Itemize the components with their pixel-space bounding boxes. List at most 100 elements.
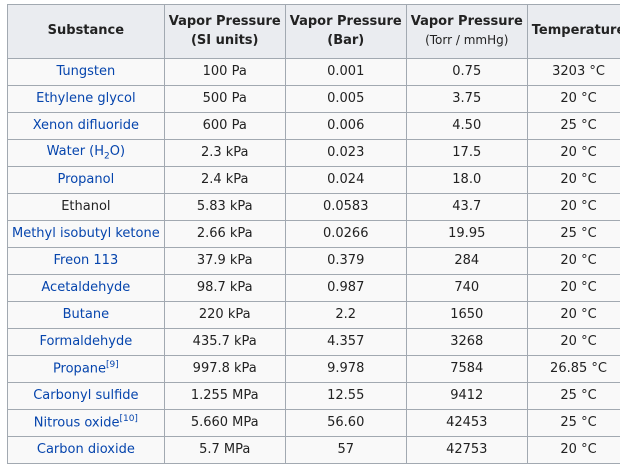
table-row: Ethylene glycol 500 Pa 0.005 3.75 20 °C — [7, 85, 620, 113]
temperature-cell: 20 °C — [526, 193, 620, 221]
header-vapor-pressure-torr[interactable]: Vapor Pressure (Torr / mmHg) — [405, 4, 528, 59]
substance-name[interactable]: Formaldehyde — [39, 333, 133, 349]
vapor-pressure-bar-cell: 0.006 — [284, 112, 407, 140]
substance-cell[interactable]: Acetaldehyde — [7, 274, 165, 302]
substance-name[interactable]: Tungsten — [56, 63, 116, 79]
substance-name[interactable]: Carbonyl sulfide — [33, 387, 139, 403]
substance-name[interactable]: Acetaldehyde — [41, 279, 131, 295]
substance-cell[interactable]: Formaldehyde — [7, 328, 165, 356]
substance-cell[interactable]: Methyl isobutyl ketone — [7, 220, 165, 248]
vapor-pressure-bar-cell: 0.379 — [284, 247, 407, 275]
header-si-line1: Vapor Pressure — [168, 13, 281, 29]
vapor-pressure-torr-cell: 18.0 — [405, 166, 528, 194]
vapor-pressure-si-cell: 98.7 kPa — [163, 274, 286, 302]
header-si-line2: (SI units) — [190, 32, 259, 48]
vapor-pressure-torr-cell: 284 — [405, 247, 528, 275]
vapor-pressure-torr-cell: 43.7 — [405, 193, 528, 221]
table-row: Ethanol 5.83 kPa 0.0583 43.7 20 °C — [7, 193, 620, 221]
temperature-cell: 3203 °C — [526, 58, 620, 86]
substance-cell[interactable]: Tungsten — [7, 58, 165, 86]
substance-name: Ethanol — [61, 198, 111, 214]
reference-link[interactable]: [10] — [119, 414, 138, 425]
vapor-pressure-si-cell: 5.83 kPa — [163, 193, 286, 221]
substance-name[interactable]: Ethylene glycol — [36, 90, 136, 106]
table-row: Butane 220 kPa 2.2 1650 20 °C — [7, 301, 620, 329]
substance-cell[interactable]: Freon 113 — [7, 247, 165, 275]
substance-name[interactable]: Nitrous oxide — [33, 415, 120, 431]
header-vapor-pressure-si[interactable]: Vapor Pressure (SI units) — [163, 4, 286, 59]
header-temperature[interactable]: Temperature — [526, 4, 620, 59]
substance-name[interactable]: Methyl isobutyl ketone — [12, 225, 160, 241]
header-substance[interactable]: Substance — [7, 4, 165, 59]
vapor-pressure-torr-cell: 4.50 — [405, 112, 528, 140]
substance-cell[interactable]: Propanol — [7, 166, 165, 194]
substance-cell[interactable]: Water (H2O) — [7, 139, 165, 167]
temperature-cell: 20 °C — [526, 436, 620, 464]
reference-link[interactable]: [9] — [106, 360, 119, 371]
vapor-pressure-torr-cell: 3.75 — [405, 85, 528, 113]
temperature-cell: 20 °C — [526, 328, 620, 356]
table-row: Acetaldehyde 98.7 kPa 0.987 740 20 °C — [7, 274, 620, 302]
table-row: Xenon difluoride 600 Pa 0.006 4.50 25 °C — [7, 112, 620, 140]
temperature-cell: 20 °C — [526, 85, 620, 113]
temperature-cell: 20 °C — [526, 166, 620, 194]
substance-name[interactable]: Water (H — [46, 143, 105, 159]
vapor-pressure-torr-cell: 7584 — [405, 355, 528, 383]
header-torr-line1: Vapor Pressure — [410, 14, 523, 30]
vapor-pressure-si-cell: 220 kPa — [163, 301, 286, 329]
temperature-cell: 26.85 °C — [526, 355, 620, 383]
substance-name[interactable]: Freon 113 — [53, 252, 119, 268]
table-row: Carbonyl sulfide 1.255 MPa 12.55 9412 25 °C — [7, 382, 620, 410]
vapor-pressure-si-cell: 2.4 kPa — [163, 166, 286, 194]
table-row: Water (H2O) 2.3 kPa 0.023 17.5 20 °C — [7, 139, 620, 167]
temperature-cell: 20 °C — [526, 247, 620, 275]
temperature-cell: 25 °C — [526, 112, 620, 140]
vapor-pressure-si-cell: 5.660 MPa — [163, 409, 286, 437]
substance-cell[interactable]: Carbon dioxide — [7, 436, 165, 464]
substance-name[interactable]: Propane — [52, 361, 107, 377]
substance-cell[interactable]: Carbonyl sulfide — [7, 382, 165, 410]
table-row: Methyl isobutyl ketone 2.66 kPa 0.0266 19.9… — [7, 220, 620, 248]
substance-cell[interactable]: Butane — [7, 301, 165, 329]
substance-name[interactable]: Carbon dioxide — [36, 441, 135, 457]
vapor-pressure-si-cell: 1.255 MPa — [163, 382, 286, 410]
vapor-pressure-bar-cell: 9.978 — [284, 355, 407, 383]
header-torr-line2: (Torr / mmHg) — [425, 33, 509, 48]
vapor-pressure-bar-cell: 2.2 — [284, 301, 407, 329]
vapor-pressure-bar-cell: 0.005 — [284, 85, 407, 113]
header-row: Substance Vapor Pressure (SI units) Vapo… — [7, 4, 620, 59]
table-row: Freon 113 37.9 kPa 0.379 284 20 °C — [7, 247, 620, 275]
substance-cell[interactable]: Ethylene glycol — [7, 85, 165, 113]
substance-name[interactable]: Xenon difluoride — [32, 117, 140, 133]
substance-cell[interactable]: Propane[9] — [7, 355, 165, 383]
table-row: Propane[9] 997.8 kPa 9.978 7584 26.85 °C — [7, 355, 620, 383]
table-row: Carbon dioxide 5.7 MPa 57 42753 20 °C — [7, 436, 620, 464]
table-row: Nitrous oxide[10] 5.660 MPa 56.60 42453 25 °… — [7, 409, 620, 437]
temperature-cell: 25 °C — [526, 220, 620, 248]
table-body: Tungsten 100 Pa 0.001 0.75 3203 °C Ethylene g… — [7, 58, 620, 464]
substance-cell[interactable]: Xenon difluoride — [7, 112, 165, 140]
substance-subscript: 2 — [104, 151, 110, 162]
substance-cell[interactable]: Nitrous oxide[10] — [7, 409, 165, 437]
vapor-pressure-bar-cell: 0.0266 — [284, 220, 407, 248]
vapor-pressure-bar-cell: 0.0583 — [284, 193, 407, 221]
vapor-pressure-si-cell: 435.7 kPa — [163, 328, 286, 356]
table-row: Propanol 2.4 kPa 0.024 18.0 20 °C — [7, 166, 620, 194]
vapor-pressure-bar-cell: 0.987 — [284, 274, 407, 302]
vapor-pressure-si-cell: 5.7 MPa — [163, 436, 286, 464]
table-header: Substance Vapor Pressure (SI units) Vapo… — [7, 4, 620, 59]
header-vapor-pressure-bar[interactable]: Vapor Pressure (Bar) — [284, 4, 407, 59]
vapor-pressure-bar-cell: 56.60 — [284, 409, 407, 437]
vapor-pressure-si-cell: 600 Pa — [163, 112, 286, 140]
vapor-pressure-table: Substance Vapor Pressure (SI units) Vapo… — [7, 4, 620, 464]
table-row: Formaldehyde 435.7 kPa 4.357 3268 20 °C — [7, 328, 620, 356]
substance-name[interactable]: Propanol — [57, 171, 115, 187]
vapor-pressure-si-cell: 2.66 kPa — [163, 220, 286, 248]
temperature-cell: 20 °C — [526, 139, 620, 167]
substance-name-suffix[interactable]: O) — [109, 143, 126, 159]
temperature-cell: 25 °C — [526, 382, 620, 410]
temperature-cell: 20 °C — [526, 301, 620, 329]
temperature-cell: 25 °C — [526, 409, 620, 437]
substance-name[interactable]: Butane — [62, 306, 110, 322]
